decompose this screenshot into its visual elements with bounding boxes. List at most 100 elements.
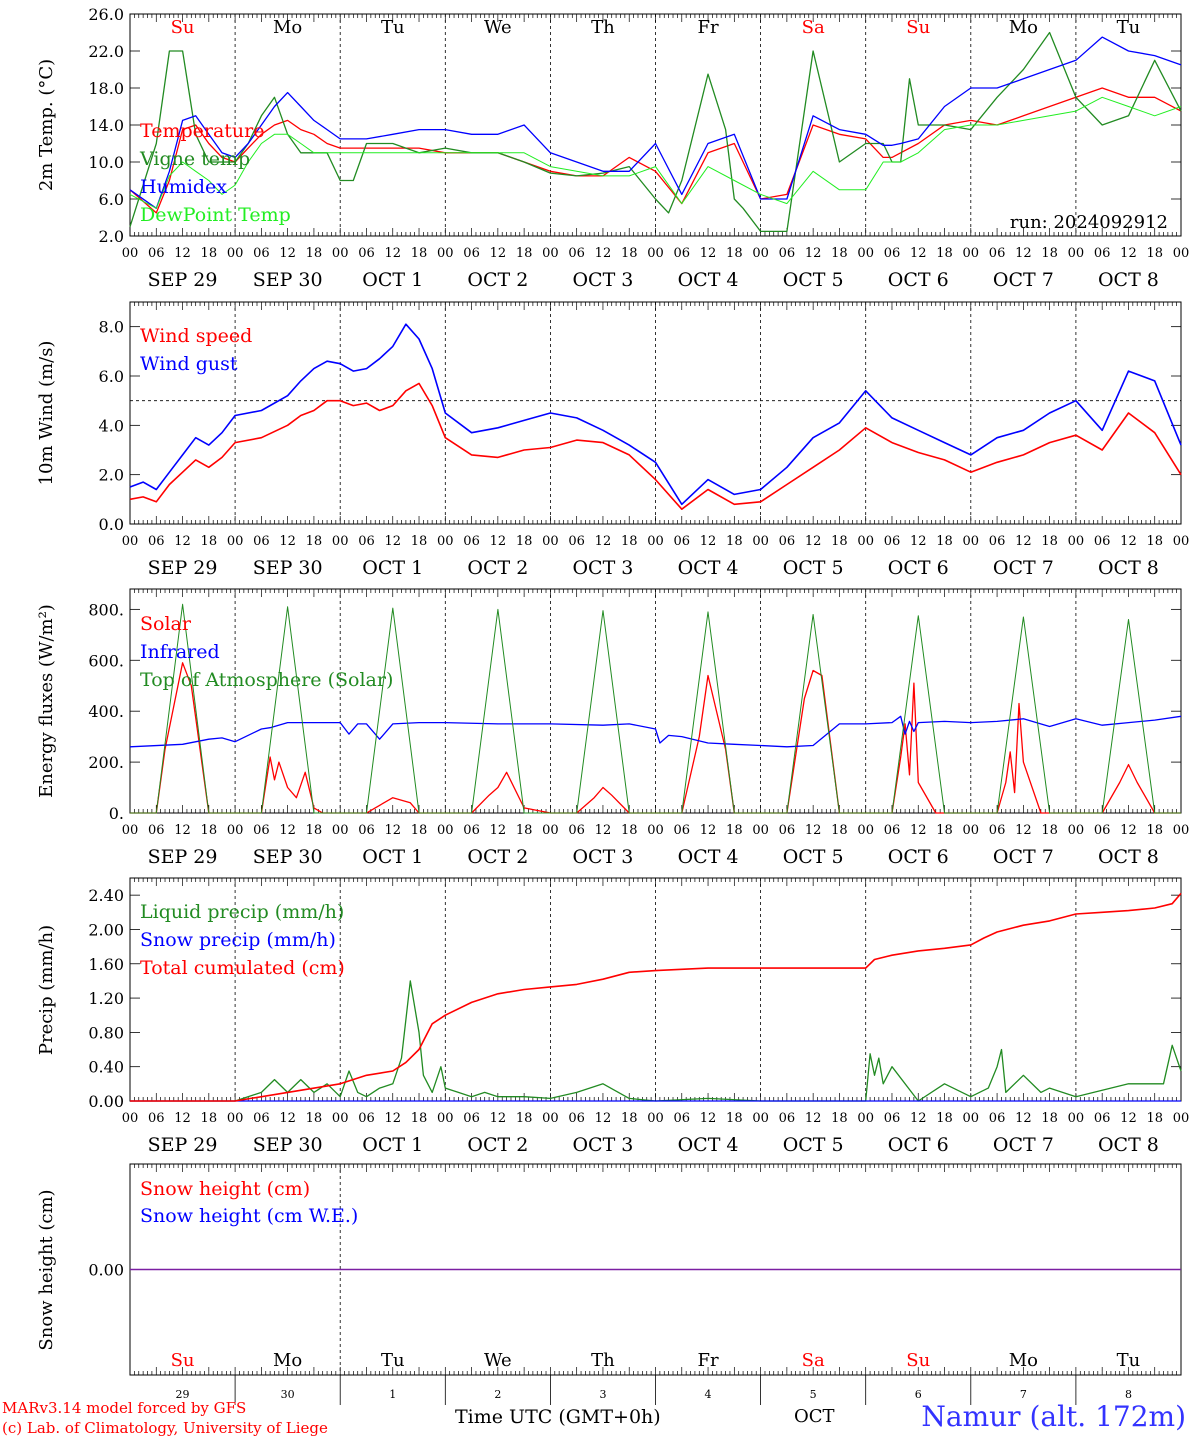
- p2-hour-label: 12: [1120, 823, 1137, 838]
- p3-date-label: OCT 1: [362, 1134, 423, 1156]
- p0-series-humidex: [129, 36, 1182, 209]
- weekday-label-top: Su: [906, 17, 930, 38]
- p0-legend-entry: Vigne temp: [139, 148, 250, 170]
- p2-date-label: SEP 30: [253, 846, 323, 868]
- p0-hour-label: 18: [306, 246, 323, 261]
- p0-series-temperature: [129, 87, 1182, 214]
- p1-y-label: 6.0: [99, 367, 124, 386]
- p2-y-label: 200.: [88, 753, 124, 772]
- p3-axis-title: Precip (mm/h): [36, 925, 57, 1055]
- p0-hour-label: 00: [1173, 246, 1190, 261]
- p2-hour-label: 00: [1173, 823, 1190, 838]
- p2-hour-label: 06: [463, 823, 480, 838]
- credit-lab: (c) Lab. of Climatology, University of L…: [2, 1419, 328, 1437]
- weekday-label-bottom: Mo: [273, 1350, 302, 1371]
- p3-hour-label: 06: [358, 1111, 375, 1126]
- p2-legend-entry: Top of Atmosphere (Solar): [140, 669, 393, 691]
- day-number-label: 3: [599, 1388, 606, 1401]
- p1-axis-title: 10m Wind (m/s): [36, 341, 57, 486]
- p1-hour-label: 12: [910, 534, 927, 549]
- p3-hour-label: 18: [201, 1111, 218, 1126]
- p2-hour-label: 06: [989, 823, 1006, 838]
- p3-y-label: 1.60: [88, 955, 124, 974]
- p3-hour-label: 06: [779, 1111, 796, 1126]
- p1-hour-label: 18: [621, 534, 638, 549]
- p1-series-wind-gust: [129, 323, 1182, 506]
- p0-hour-label: 18: [936, 246, 953, 261]
- p3-hour-label: 18: [621, 1111, 638, 1126]
- weekday-label-top: Su: [171, 17, 195, 38]
- weekday-label-bottom: We: [484, 1350, 512, 1371]
- p2-hour-label: 12: [595, 823, 612, 838]
- p2-hour-label: 00: [122, 823, 139, 838]
- p3-legend-entry: Liquid precip (mm/h): [140, 901, 344, 923]
- p0-hour-label: 12: [279, 246, 296, 261]
- p0-series-dewpoint-temp: [129, 96, 1182, 209]
- p4-legend-entry: Snow height (cm W.E.): [140, 1205, 358, 1227]
- p3-y-label: 2.00: [88, 920, 124, 939]
- p1-hour-label: 12: [1015, 534, 1032, 549]
- p0-hour-label: 00: [963, 246, 980, 261]
- p3-hour-label: 06: [989, 1111, 1006, 1126]
- p2-legend-entry: Infrared: [140, 641, 220, 663]
- weekday-label-top: Tu: [1117, 17, 1141, 38]
- p1-legend-entry: Wind speed: [140, 325, 252, 347]
- p2-hour-label: 06: [148, 823, 165, 838]
- p0-hour-label: 06: [674, 246, 691, 261]
- p0-hour-label: 12: [910, 246, 927, 261]
- p2-hour-label: 06: [779, 823, 796, 838]
- run-label: run: 2024092912: [1010, 212, 1168, 233]
- p0-hour-label: 18: [411, 246, 428, 261]
- p0-hour-label: 12: [490, 246, 507, 261]
- p2-hour-label: 12: [279, 823, 296, 838]
- p0-hour-label: 12: [1120, 246, 1137, 261]
- p0-hour-label: 12: [805, 246, 822, 261]
- p0-hour-label: 00: [122, 246, 139, 261]
- p4-y-label: 0.00: [88, 1261, 124, 1280]
- p3-date-label: OCT 4: [678, 1134, 739, 1156]
- p3-hour-label: 12: [805, 1111, 822, 1126]
- p0-hour-label: 06: [989, 246, 1006, 261]
- p2-hour-label: 18: [306, 823, 323, 838]
- p1-hour-label: 06: [1094, 534, 1111, 549]
- p2-hour-label: 06: [1094, 823, 1111, 838]
- p2-hour-label: 00: [227, 823, 244, 838]
- p0-hour-label: 00: [542, 246, 559, 261]
- p3-date-label: SEP 29: [148, 1134, 218, 1156]
- p2-hour-label: 00: [857, 823, 874, 838]
- p1-hour-label: 00: [857, 534, 874, 549]
- p3-hour-label: 00: [227, 1111, 244, 1126]
- p1-date-label: OCT 5: [783, 557, 844, 579]
- p0-y-label: 18.0: [88, 79, 124, 98]
- p1-date-label: OCT 4: [678, 557, 739, 579]
- p2-hour-label: 00: [752, 823, 769, 838]
- p0-series-vigne-temp: [129, 31, 1182, 233]
- p1-hour-label: 18: [1146, 534, 1163, 549]
- day-number-label: 8: [1125, 1388, 1132, 1401]
- p2-hour-label: 18: [1041, 823, 1058, 838]
- p3-hour-label: 06: [463, 1111, 480, 1126]
- weekday-label-top: Th: [591, 17, 615, 38]
- p2-hour-label: 18: [726, 823, 743, 838]
- p1-hour-label: 12: [384, 534, 401, 549]
- p2-hour-label: 00: [647, 823, 664, 838]
- p3-hour-label: 18: [1041, 1111, 1058, 1126]
- p0-hour-label: 06: [1094, 246, 1111, 261]
- weekday-label-bottom: Su: [906, 1350, 930, 1371]
- p3-hour-label: 06: [148, 1111, 165, 1126]
- day-number-label: 4: [705, 1388, 712, 1401]
- p3-hour-label: 00: [752, 1111, 769, 1126]
- p1-date-label: OCT 3: [572, 557, 633, 579]
- p2-hour-label: 00: [332, 823, 349, 838]
- p2-hour-label: 18: [411, 823, 428, 838]
- p0-y-label: 14.0: [88, 116, 124, 135]
- p1-y-label: 0.0: [99, 515, 124, 534]
- station-label: Namur (alt. 172m): [921, 1400, 1186, 1433]
- p0-date-label: OCT 3: [572, 269, 633, 291]
- weekday-label-top: We: [484, 17, 512, 38]
- month-caption: OCT: [794, 1406, 835, 1427]
- x-axis-caption: Time UTC (GMT+0h): [455, 1406, 661, 1428]
- p3-hour-label: 12: [910, 1111, 927, 1126]
- p0-hour-label: 00: [332, 246, 349, 261]
- p2-y-label: 600.: [88, 651, 124, 670]
